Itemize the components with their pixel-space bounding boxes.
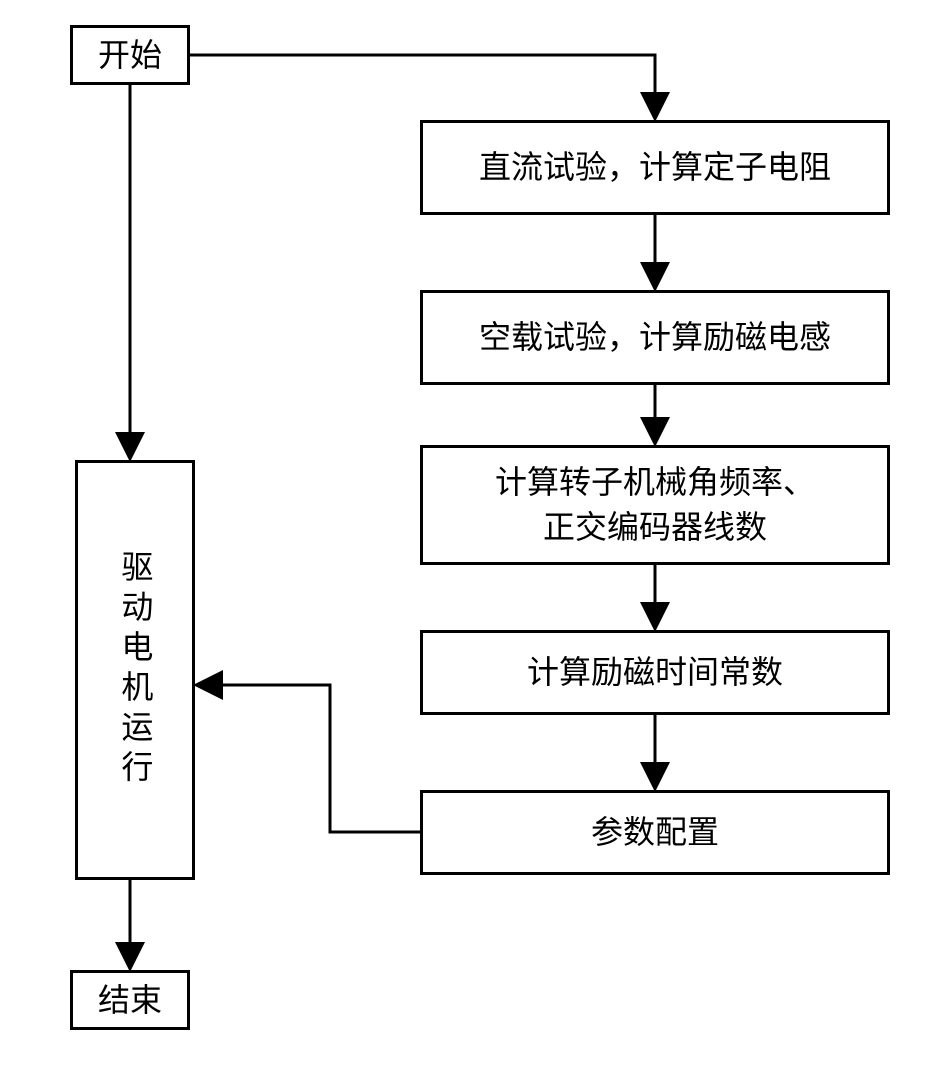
edge-start-dc xyxy=(190,55,655,116)
param-config-node: 参数配置 xyxy=(420,790,890,875)
dc-test-node: 直流试验，计算定子电阻 xyxy=(420,120,890,215)
drive-motor-node: 驱动电机运行 xyxy=(75,460,195,880)
calc-time-node: 计算励磁时间常数 xyxy=(420,630,890,715)
drive-motor-label: 驱动电机运行 xyxy=(113,550,158,790)
param-config-label: 参数配置 xyxy=(591,810,719,855)
end-node: 结束 xyxy=(70,970,190,1030)
start-label: 开始 xyxy=(98,33,162,78)
start-node: 开始 xyxy=(70,25,190,85)
edge-param-drive xyxy=(199,685,420,832)
calc-rotor-node: 计算转子机械角频率、 正交编码器线数 xyxy=(420,445,890,565)
calc-rotor-label: 计算转子机械角频率、 正交编码器线数 xyxy=(495,460,815,550)
end-label: 结束 xyxy=(98,978,162,1023)
calc-time-label: 计算励磁时间常数 xyxy=(527,650,783,695)
dc-test-label: 直流试验，计算定子电阻 xyxy=(479,145,831,190)
noload-test-label: 空载试验，计算励磁电感 xyxy=(479,315,831,360)
noload-test-node: 空载试验，计算励磁电感 xyxy=(420,290,890,385)
